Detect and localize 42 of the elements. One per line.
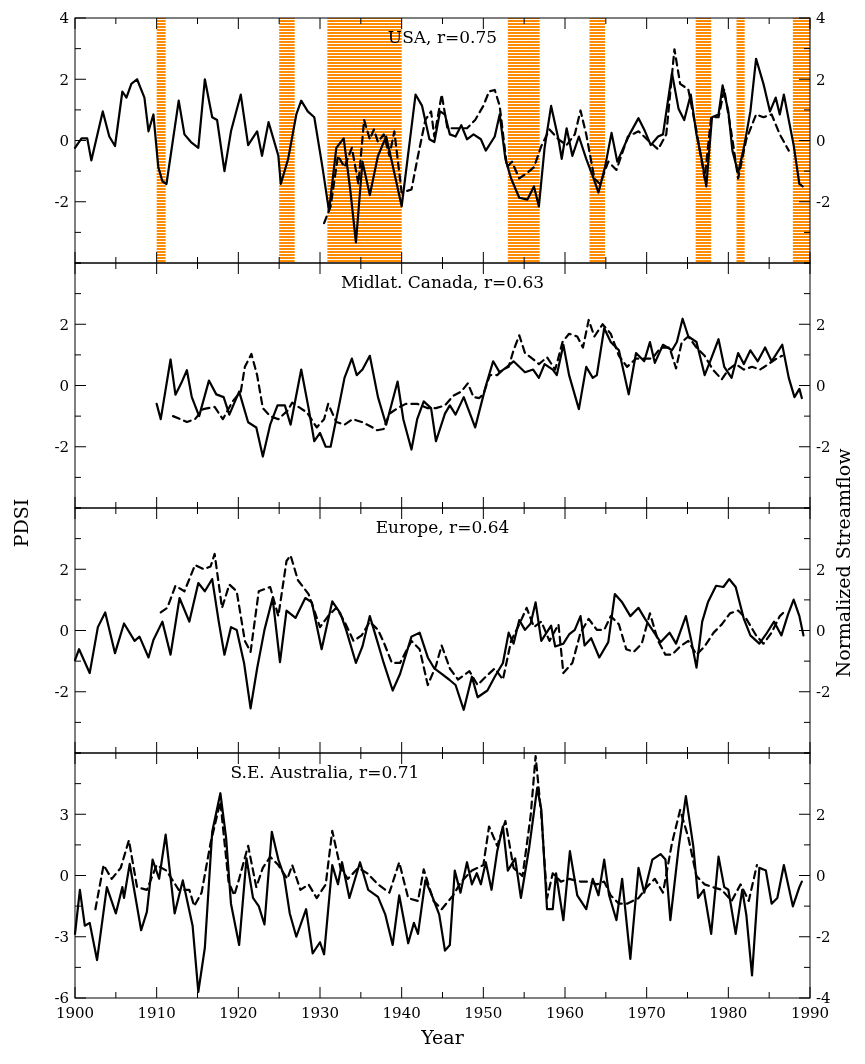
- y-tick-label: 0: [59, 131, 69, 150]
- text: S.E. Australia, r=0.71: [230, 762, 420, 782]
- y-tick-label: -2: [54, 683, 69, 701]
- x-tick-label: 1980: [709, 1004, 748, 1022]
- x-tick-label: 1940: [382, 1004, 421, 1022]
- x-tick-label: 1960: [545, 1004, 585, 1022]
- y2-tick-label: -2: [816, 438, 831, 456]
- y-tick-label: 3: [59, 805, 69, 824]
- line-series: [155, 317, 803, 458]
- y2-tick-label: -2: [816, 928, 831, 946]
- y2-tick-label: -2: [816, 193, 831, 211]
- x-tick-label: 1950: [464, 1004, 503, 1022]
- y-tick-label: -2: [54, 438, 69, 456]
- y-tick-label: 4: [59, 9, 69, 28]
- text: USA, r=0.75: [387, 27, 498, 47]
- y2-tick-label: 4: [816, 9, 826, 28]
- y-tick-label: -3: [54, 928, 69, 946]
- y-tick-label: -2: [54, 193, 69, 211]
- text: Europe, r=0.64: [375, 517, 510, 537]
- y-tick-label: 2: [59, 315, 69, 334]
- x-tick-label: 1930: [300, 1004, 340, 1022]
- y2-tick-label: 0: [816, 131, 826, 150]
- x-tick-label: 1970: [627, 1004, 666, 1022]
- y2-axis-title: Normalized Streamflow: [832, 447, 854, 678]
- y2-tick-label: 0: [816, 866, 826, 885]
- y2-tick-label: -2: [816, 683, 831, 701]
- y-tick-label: 2: [59, 560, 69, 579]
- y-tick-label: 2: [59, 70, 69, 89]
- y-tick-label: 0: [59, 866, 69, 885]
- y2-tick-label: 0: [816, 376, 826, 395]
- text: Midlat. Canada, r=0.63: [340, 272, 545, 292]
- y-tick-label: 0: [59, 376, 69, 395]
- y-tick-label: 0: [59, 621, 69, 640]
- y2-tick-label: 2: [816, 70, 826, 89]
- y-axis-title: PDSI: [10, 498, 32, 548]
- x-tick-label: 1920: [219, 1004, 258, 1022]
- y2-tick-label: 2: [816, 315, 826, 334]
- y2-tick-label: 0: [816, 621, 826, 640]
- y2-tick-label: 2: [816, 805, 826, 824]
- x-axis-title: Year: [420, 1026, 465, 1048]
- x-tick-label: 1910: [137, 1004, 176, 1022]
- y2-tick-label: 2: [816, 560, 826, 579]
